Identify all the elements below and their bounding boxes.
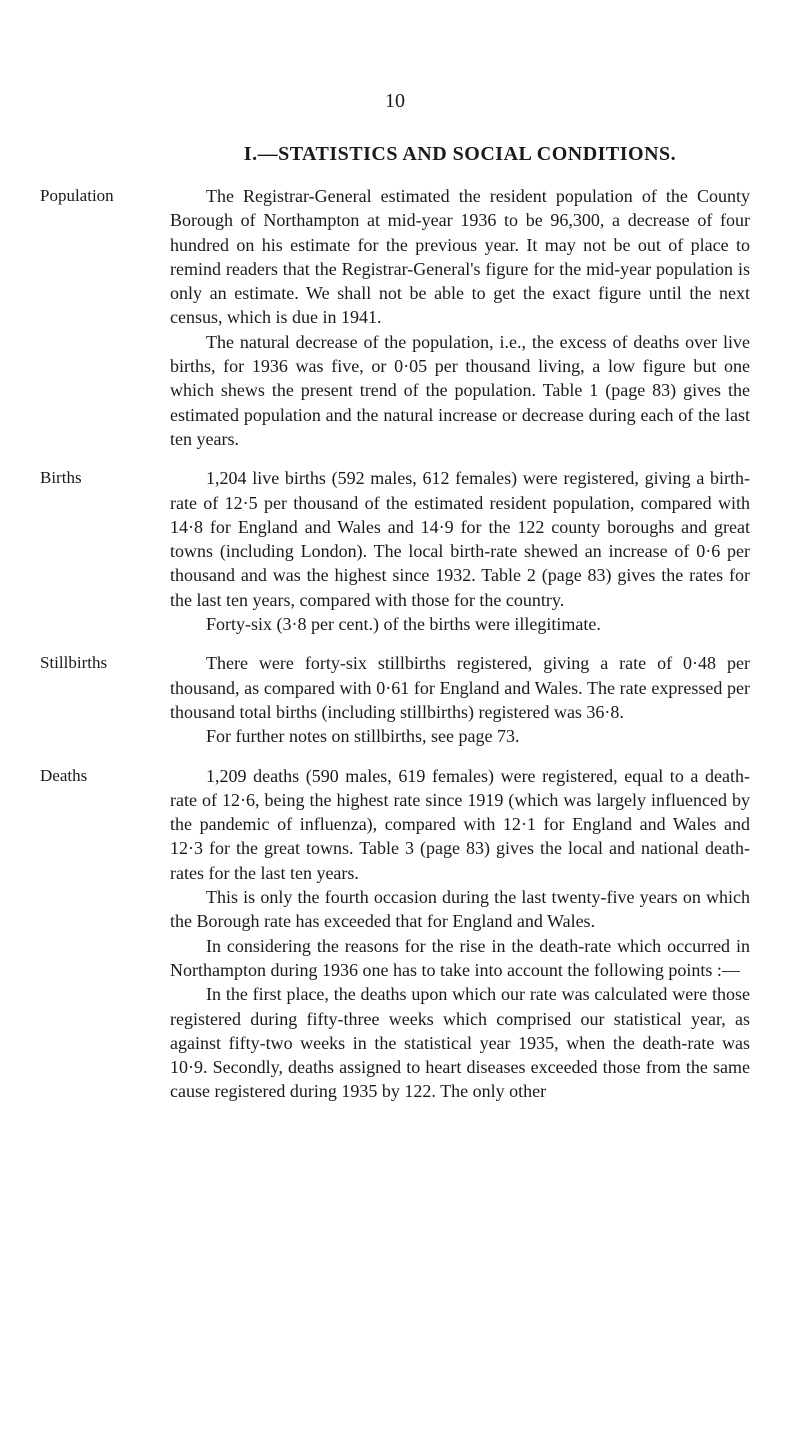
section-births: Births 1,204 live births (592 males, 612… [40, 466, 750, 636]
margin-label-stillbirths: Stillbirths [40, 651, 170, 748]
margin-label-population: Population [40, 184, 170, 451]
section-deaths: Deaths 1,209 deaths (590 males, 619 fema… [40, 764, 750, 1104]
section-stillbirths: Stillbirths There were forty-six stillbi… [40, 651, 750, 748]
body-text-population: The Registrar-General estimated the resi… [170, 184, 750, 451]
paragraph: For further notes on stillbirths, see pa… [170, 724, 750, 748]
margin-label-deaths: Deaths [40, 764, 170, 1104]
body-text-deaths: 1,209 deaths (590 males, 619 females) we… [170, 764, 750, 1104]
body-text-stillbirths: There were forty-six stillbirths registe… [170, 651, 750, 748]
main-heading: I.—STATISTICS AND SOCIAL CONDITIONS. [170, 143, 750, 166]
paragraph: 1,209 deaths (590 males, 619 females) we… [170, 764, 750, 885]
body-text-births: 1,204 live births (592 males, 612 female… [170, 466, 750, 636]
paragraph: The natural decrease of the population, … [170, 330, 750, 451]
paragraph: In considering the reasons for the rise … [170, 934, 750, 983]
margin-label-births: Births [40, 466, 170, 636]
paragraph: The Registrar-General estimated the resi… [170, 184, 750, 330]
paragraph: Forty-six (3·8 per cent.) of the births … [170, 612, 750, 636]
section-population: Population The Registrar-General estimat… [40, 184, 750, 451]
paragraph: In the first place, the deaths upon whic… [170, 982, 750, 1103]
paragraph: 1,204 live births (592 males, 612 female… [170, 466, 750, 612]
paragraph: This is only the fourth occasion during … [170, 885, 750, 934]
paragraph: There were forty-six stillbirths registe… [170, 651, 750, 724]
page-number: 10 [40, 90, 750, 113]
